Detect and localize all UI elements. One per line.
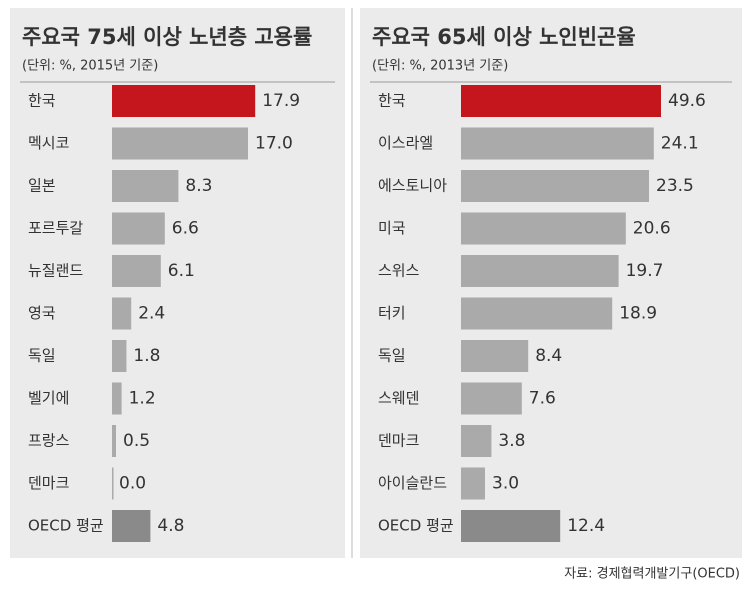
- category-label: 미국: [378, 219, 406, 237]
- category-label: 아이슬란드: [378, 474, 447, 492]
- chart-title: 주요국 75세 이상 노년층 고용률: [22, 25, 312, 49]
- value-label: 8.4: [535, 346, 562, 366]
- value-label: 20.6: [633, 219, 671, 239]
- bar: [112, 85, 256, 117]
- category-label: 한국: [28, 92, 56, 110]
- bar: [112, 127, 248, 160]
- category-label: 독일: [28, 347, 56, 365]
- value-label: 6.1: [168, 261, 195, 281]
- category-label: 스웨덴: [378, 389, 419, 407]
- bar: [112, 510, 151, 542]
- value-label: 8.3: [185, 176, 212, 196]
- category-label: 벨기에: [28, 389, 69, 407]
- category-label: 스위스: [378, 262, 420, 280]
- value-label: 7.6: [529, 389, 556, 409]
- category-label: 일본: [28, 177, 56, 195]
- bar: [461, 127, 654, 160]
- bar: [112, 255, 161, 287]
- bar: [112, 212, 165, 245]
- category-label: 덴마크: [28, 474, 69, 492]
- category-label: 에스토니아: [378, 177, 447, 195]
- bar: [461, 467, 485, 500]
- category-label: 터키: [378, 304, 406, 322]
- category-label: 영국: [28, 304, 56, 322]
- bar: [461, 425, 492, 457]
- bar: [461, 297, 613, 330]
- category-label: 프랑스: [28, 432, 70, 450]
- category-label: 한국: [378, 92, 406, 110]
- value-label: 17.9: [262, 91, 300, 111]
- value-label: 17.0: [255, 134, 293, 154]
- chart-title: 주요국 65세 이상 노인빈곤율: [372, 25, 636, 49]
- bar: [112, 170, 179, 202]
- value-label: 0.5: [123, 431, 150, 451]
- value-label: 1.2: [129, 389, 156, 409]
- category-label: 뉴질랜드: [28, 262, 83, 280]
- value-label: 23.5: [656, 176, 694, 196]
- value-label: 18.9: [619, 304, 657, 324]
- source: 자료: 경제협력개발기구(OECD): [564, 567, 740, 582]
- category-label: 포르투갈: [28, 219, 83, 237]
- category-label: OECD 평균: [378, 517, 454, 535]
- bar: [461, 510, 561, 542]
- bar: [461, 340, 529, 372]
- bar: [461, 212, 626, 245]
- category-label: 멕시코: [28, 134, 69, 152]
- bar: [461, 170, 649, 202]
- value-label: 24.1: [661, 134, 699, 154]
- value-label: 4.8: [157, 516, 184, 536]
- category-label: 이스라엘: [378, 134, 433, 152]
- bar: [461, 382, 522, 415]
- value-label: 6.6: [172, 219, 199, 239]
- value-label: 12.4: [567, 516, 605, 536]
- bar: [112, 467, 114, 500]
- value-label: 2.4: [138, 304, 165, 324]
- bar: [112, 382, 122, 415]
- bar: [112, 297, 132, 330]
- chart-subtitle: (단위: %, 2015년 기준): [22, 59, 158, 74]
- category-label: OECD 평균: [28, 517, 104, 535]
- value-label: 1.8: [133, 346, 160, 366]
- bar: [112, 340, 127, 372]
- bar: [461, 255, 619, 287]
- category-label: 독일: [378, 347, 406, 365]
- chart-subtitle: (단위: %, 2013년 기준): [372, 59, 508, 74]
- value-label: 3.8: [498, 431, 525, 451]
- value-label: 19.7: [626, 261, 664, 281]
- bar: [112, 425, 116, 457]
- category-label: 덴마크: [378, 432, 419, 450]
- value-label: 49.6: [668, 91, 706, 111]
- value-label: 0.0: [119, 474, 146, 494]
- bar: [461, 85, 661, 117]
- value-label: 3.0: [492, 474, 519, 494]
